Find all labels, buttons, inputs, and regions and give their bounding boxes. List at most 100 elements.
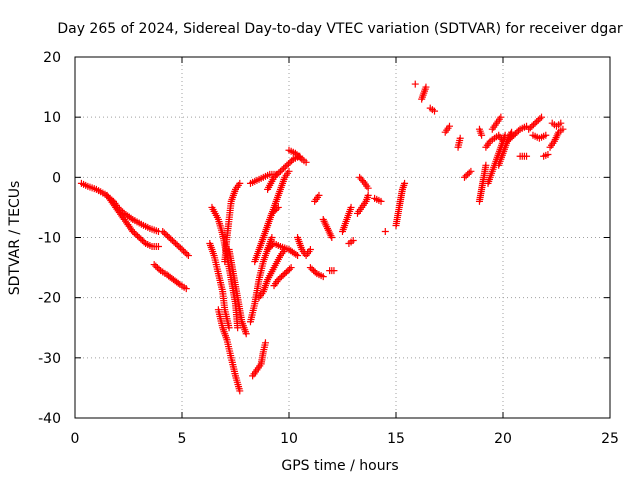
x-tick-label: 15 <box>387 431 405 447</box>
data-point <box>234 324 242 332</box>
series-track-ag <box>418 83 430 103</box>
data-point <box>302 158 310 166</box>
data-point <box>328 234 336 241</box>
data-point <box>278 273 286 281</box>
series-track-n <box>255 246 289 302</box>
data-point <box>411 80 419 88</box>
data-point <box>273 170 281 178</box>
data-point <box>138 237 146 245</box>
data-point <box>306 264 314 272</box>
data-point <box>175 243 183 251</box>
data-point <box>513 128 521 136</box>
data-point <box>315 191 323 199</box>
data-point <box>181 249 189 257</box>
data-point <box>272 172 280 180</box>
data-point <box>456 134 464 142</box>
data-point <box>284 160 292 168</box>
data-point <box>464 170 472 178</box>
series-track-ah <box>426 104 439 115</box>
data-point <box>264 246 272 254</box>
data-point <box>287 264 295 272</box>
series-track-as <box>516 152 531 160</box>
data-point <box>511 130 519 138</box>
data-point <box>242 330 250 338</box>
data-point <box>377 197 385 205</box>
data-point <box>267 243 275 251</box>
series-track-d <box>150 261 190 293</box>
data-point <box>286 158 294 166</box>
y-tick-label: -30 <box>38 351 61 367</box>
data-point <box>283 161 291 169</box>
y-tick-label: -20 <box>38 291 61 307</box>
series-track-ak <box>460 167 475 181</box>
data-point <box>381 227 389 235</box>
series-track-aa <box>353 191 372 217</box>
series-track-aj <box>454 134 464 151</box>
data-point <box>364 184 372 192</box>
data-point <box>559 125 567 133</box>
data-point <box>170 238 178 246</box>
data-point <box>127 214 135 222</box>
data-point <box>523 152 531 160</box>
data-point <box>172 240 180 248</box>
data-point <box>446 122 453 130</box>
y-axis-label: SDTVAR / TECUs <box>7 181 23 296</box>
data-point <box>508 133 516 141</box>
data-point <box>526 124 534 132</box>
data-point <box>140 238 148 246</box>
data-point <box>528 122 536 130</box>
series-track-v <box>311 191 323 205</box>
data-point <box>155 265 163 273</box>
data-point <box>274 276 282 284</box>
data-point <box>150 261 158 269</box>
data-point <box>129 227 137 235</box>
data-point <box>178 246 186 254</box>
data-point <box>295 152 303 160</box>
data-point <box>310 267 318 275</box>
data-point <box>275 169 283 177</box>
series-track-aw <box>546 125 567 151</box>
series-track-u <box>306 264 327 281</box>
series-track-at <box>525 113 546 133</box>
series-track-ao <box>484 131 509 187</box>
data-point <box>173 241 181 249</box>
data-point <box>401 179 409 187</box>
data-point <box>276 167 284 175</box>
data-point <box>533 118 541 126</box>
data-point <box>422 83 430 91</box>
data-point <box>544 150 552 158</box>
data-point <box>168 237 176 245</box>
data-point <box>270 173 278 181</box>
data-point <box>153 264 161 272</box>
y-tick-label: -40 <box>38 411 61 427</box>
series-track-au <box>529 131 550 142</box>
data-point <box>236 387 244 395</box>
data-point <box>347 203 355 211</box>
x-tick-label: 5 <box>178 431 187 447</box>
data-point <box>285 167 293 175</box>
series-track-c <box>159 227 192 260</box>
series-track-ai <box>441 122 453 136</box>
series-track-av <box>540 150 552 160</box>
series-track-z <box>345 237 357 248</box>
data-point <box>268 234 276 241</box>
data-point <box>529 121 537 129</box>
data-point <box>184 252 192 260</box>
chart-title: Day 265 of 2024, Sidereal Day-to-day VTE… <box>57 21 623 37</box>
data-point <box>482 161 490 169</box>
data-point <box>311 268 319 276</box>
data-point <box>281 163 289 171</box>
data-point <box>291 149 299 157</box>
x-tick-label: 25 <box>601 431 619 447</box>
data-point <box>134 232 142 240</box>
data-point <box>281 270 289 278</box>
series-track-ad <box>381 227 389 235</box>
data-point <box>288 157 296 165</box>
data-point <box>276 274 284 282</box>
data-point <box>515 127 523 135</box>
data-point <box>478 131 486 139</box>
data-point <box>286 265 294 273</box>
data-point <box>236 179 244 187</box>
